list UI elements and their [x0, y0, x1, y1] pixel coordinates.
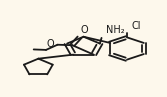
Text: NH₂: NH₂: [106, 25, 124, 35]
Text: O: O: [80, 26, 88, 36]
Text: O: O: [47, 39, 55, 49]
Text: Cl: Cl: [131, 21, 141, 31]
